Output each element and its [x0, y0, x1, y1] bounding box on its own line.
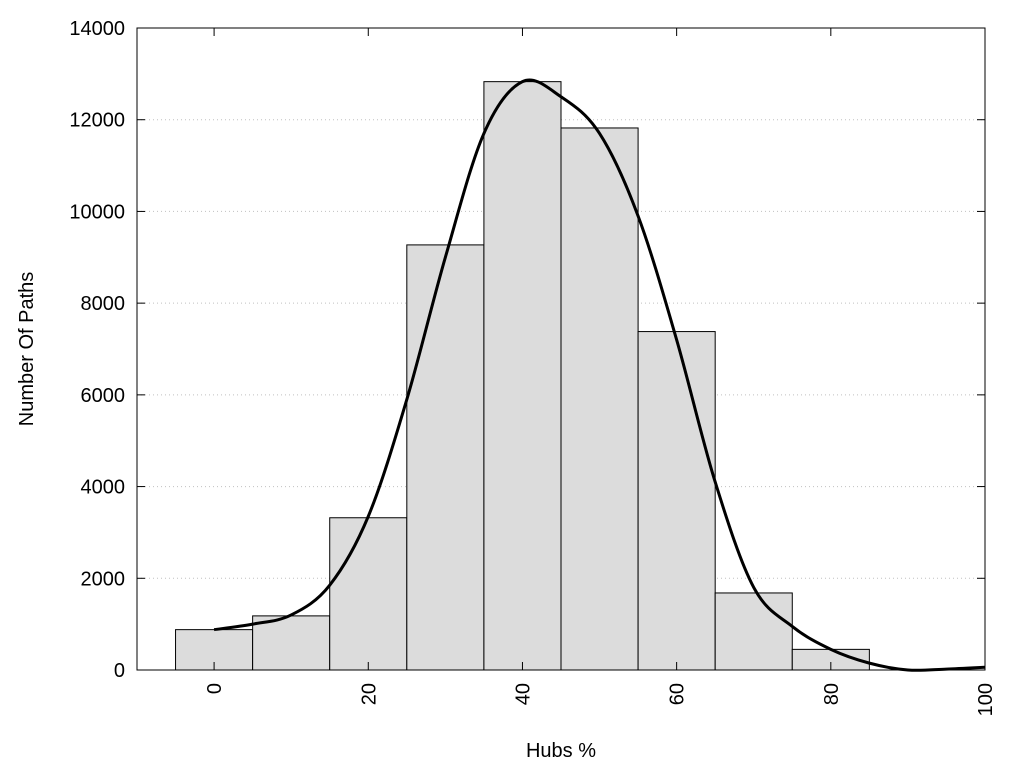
axis-ticks: [137, 27, 986, 671]
y-axis-label: Number Of Paths: [16, 272, 38, 427]
histogram-bar: [560, 127, 639, 671]
histogram-bar: [637, 331, 716, 671]
x-axis-label: Hubs %: [526, 740, 596, 762]
y-tick-label: 8000: [81, 293, 126, 315]
histogram-bar: [483, 81, 562, 671]
x-tick-label: 80: [821, 683, 843, 705]
y-tick-label: 2000: [81, 568, 126, 590]
bars: [175, 81, 870, 671]
y-tick-label: 0: [114, 660, 125, 682]
x-tick-label: 100: [975, 683, 997, 716]
x-tick-label: 40: [512, 683, 534, 705]
x-tick-label: 20: [358, 683, 380, 705]
histogram-bar: [406, 244, 485, 671]
y-tick-label: 6000: [81, 385, 126, 407]
y-tick-label: 12000: [69, 110, 125, 132]
y-tick-label: 14000: [69, 18, 125, 40]
x-tick-label: 60: [667, 683, 689, 705]
x-tick-labels: 0 20 40 60 80 100: [204, 683, 997, 716]
plot-area-frame: [136, 27, 986, 671]
histogram-bar: [252, 615, 331, 671]
y-tick-label: 4000: [81, 477, 126, 499]
histogram-bar: [714, 592, 793, 671]
x-tick-label: 0: [204, 683, 226, 694]
y-tick-label: 10000: [69, 201, 125, 223]
y-tick-labels: 0 2000 4000 6000 8000 10000 12000 14000: [69, 18, 125, 682]
density-curve: [213, 78, 986, 672]
histogram-bar: [329, 517, 408, 671]
